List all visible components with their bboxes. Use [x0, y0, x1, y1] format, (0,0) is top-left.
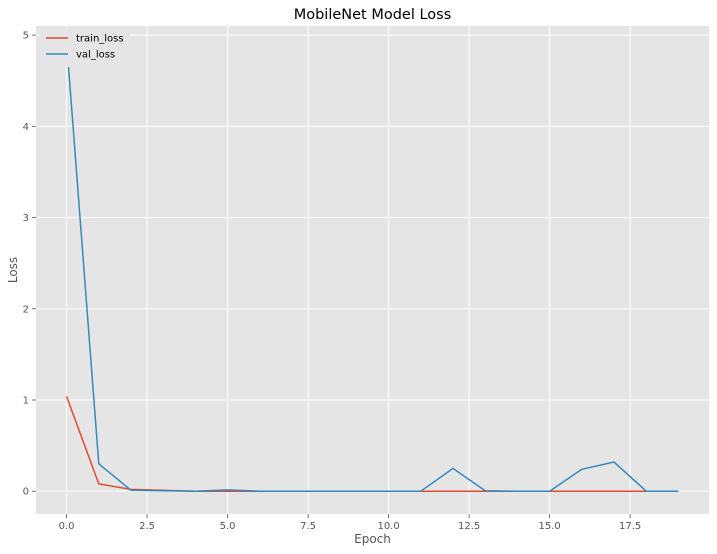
y-tick-label: 2: [23, 304, 29, 315]
legend-label-train-loss: train_loss: [76, 34, 124, 45]
x-tick-label: 0.0: [59, 521, 75, 532]
y-tick-label: 4: [23, 122, 29, 133]
x-tick-label: 7.5: [300, 521, 316, 532]
x-tick-label: 5.0: [220, 521, 236, 532]
x-tick-label: 12.5: [458, 521, 480, 532]
y-axis-ticks: 0 1 2 3 4 5: [23, 31, 36, 498]
x-tick-label: 15.0: [538, 521, 560, 532]
legend-label-val-loss: val_loss: [76, 50, 115, 61]
x-tick-label: 17.5: [619, 521, 641, 532]
y-tick-label: 3: [23, 213, 29, 224]
y-tick-label: 1: [23, 395, 29, 406]
x-tick-label: 10.0: [377, 521, 399, 532]
y-tick-label: 0: [23, 487, 29, 498]
x-tick-label: 2.5: [139, 521, 155, 532]
chart-title: MobileNet Model Loss: [294, 7, 452, 23]
y-axis-title: Loss: [6, 257, 20, 283]
grid-lines: [36, 26, 709, 514]
x-axis-title: Epoch: [354, 532, 391, 546]
series-layer: [65, 41, 679, 492]
plot-area: [36, 26, 709, 514]
legend: train_loss val_loss: [40, 29, 130, 67]
series-line-val-loss: [65, 41, 679, 492]
y-tick-label: 5: [23, 31, 29, 42]
x-axis-ticks: 0.0 2.5 5.0 7.5 10.0 12.5 15.0 17.5: [59, 514, 641, 532]
